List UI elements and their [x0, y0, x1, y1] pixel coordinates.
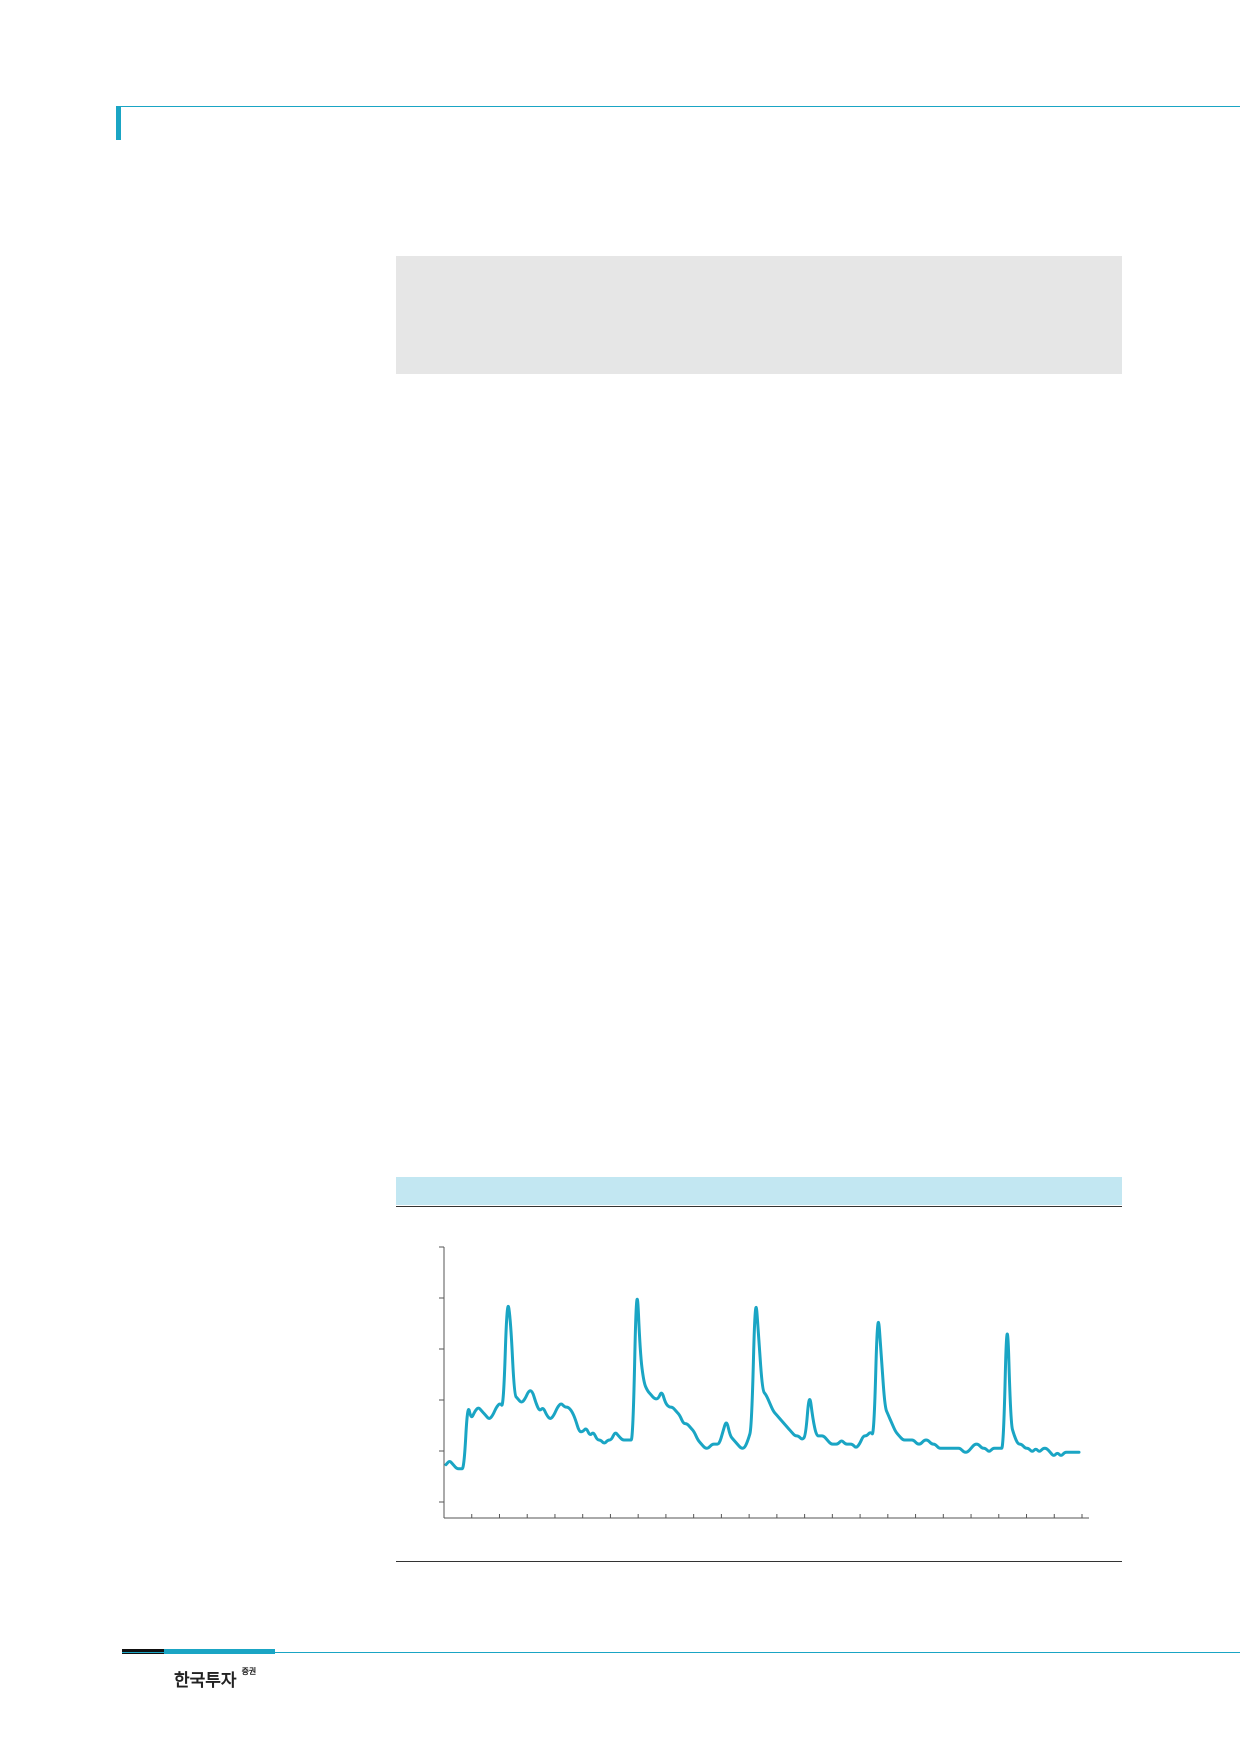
- summary-box: [396, 256, 1122, 374]
- brand-suffix: 증권: [241, 1667, 257, 1676]
- brand-name: 한국투자: [174, 1671, 237, 1691]
- footer-accent-blue: [164, 1649, 275, 1654]
- footer-accent-black: [122, 1649, 164, 1654]
- series-line: [444, 1297, 1081, 1471]
- brand-logo: 한국투자 증권: [174, 1666, 256, 1691]
- footer-rule: [122, 1652, 1240, 1653]
- line-chart: [439, 1246, 1089, 1519]
- header-accent-bar: [116, 106, 121, 140]
- figure-top-rule: [396, 1206, 1122, 1207]
- figure-title-bar: [396, 1177, 1122, 1205]
- figure-bottom-rule: [396, 1561, 1122, 1562]
- header-rule: [116, 106, 1240, 107]
